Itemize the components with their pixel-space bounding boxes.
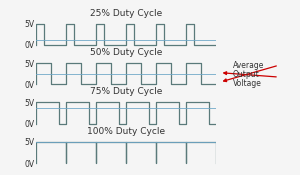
Text: Average: Average bbox=[232, 61, 264, 70]
Title: 75% Duty Cycle: 75% Duty Cycle bbox=[90, 87, 162, 96]
Title: 25% Duty Cycle: 25% Duty Cycle bbox=[90, 9, 162, 18]
Title: 50% Duty Cycle: 50% Duty Cycle bbox=[90, 48, 162, 57]
Text: Output: Output bbox=[232, 70, 259, 79]
Title: 100% Duty Cycle: 100% Duty Cycle bbox=[87, 127, 165, 136]
Text: Voltage: Voltage bbox=[232, 79, 261, 88]
